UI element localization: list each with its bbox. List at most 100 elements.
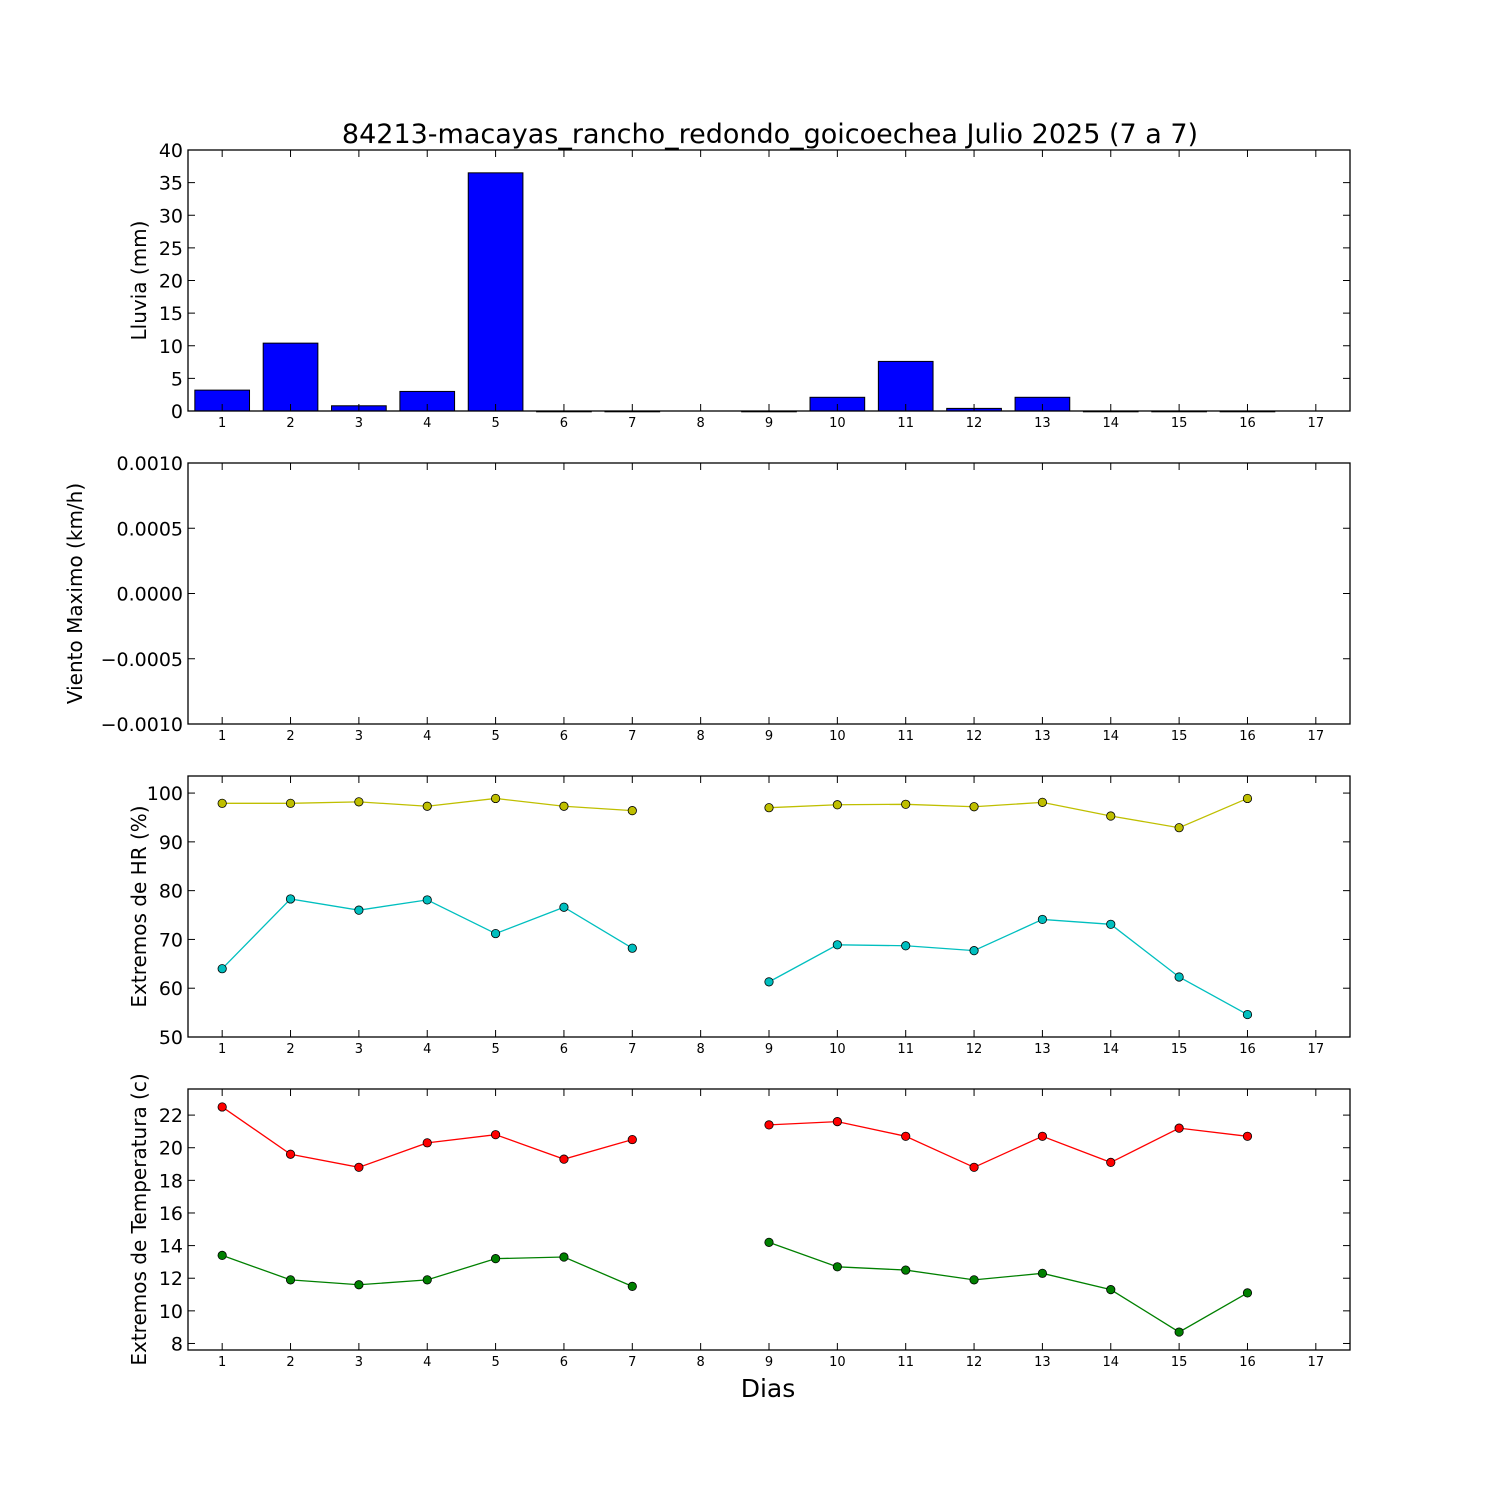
series-1-point-day-4 <box>422 1138 432 1148</box>
y-tick-label: 20 <box>159 1138 183 1160</box>
series-2-point-day-11 <box>901 941 911 951</box>
series-2-point-day-13 <box>1037 1268 1048 1278</box>
x-tick-label: 6 <box>560 416 568 431</box>
series-2-point-day-4 <box>422 1275 432 1285</box>
y-tick-label: 14 <box>159 1236 183 1258</box>
series-2-point-day-15 <box>1174 972 1184 982</box>
y-tick-label: 60 <box>159 978 183 1000</box>
y-tick-label: 10 <box>159 1301 183 1323</box>
panels: 1 2 3 4 5 6 7 8 9 10 11 12 13 14 15 16 17051015202530354… <box>63 140 1351 1370</box>
series-1-point-day-2 <box>285 1149 296 1159</box>
series-1-point-day-5 <box>490 793 501 804</box>
x-tick-label: 11 <box>897 1042 914 1057</box>
plot-area <box>188 150 1350 411</box>
series-2-point-day-2 <box>285 1275 296 1285</box>
y-axis-label: Extremos de HR (%) <box>127 805 151 1007</box>
x-tick-label: 5 <box>491 416 499 431</box>
series-1-point-day-14 <box>1106 1157 1116 1168</box>
series-1-line-segment-2 <box>768 1120 1248 1169</box>
series-2-point-day-6 <box>559 902 569 912</box>
series-2-point-day-5 <box>490 1254 501 1264</box>
series-1-point-day-6 <box>559 1154 569 1164</box>
y-tick-label: 16 <box>159 1203 183 1225</box>
x-tick-label: 16 <box>1239 1042 1256 1057</box>
x-tick-label: 12 <box>966 416 983 431</box>
x-tick-label: 12 <box>966 729 983 744</box>
y-tick-label: 22 <box>159 1105 183 1127</box>
series-1-point-day-9 <box>764 803 774 813</box>
series-1-point-day-12 <box>969 1162 979 1172</box>
x-tick-label: 13 <box>1034 729 1051 744</box>
y-tick-label: 90 <box>159 832 183 854</box>
y-tick-label: 40 <box>159 140 183 162</box>
y-tick-label: −0.0010 <box>101 714 183 736</box>
series-2-line-segment-2 <box>768 1241 1248 1333</box>
plot-area <box>188 776 1350 1037</box>
series-1-point-day-7 <box>627 806 637 816</box>
x-tick-label: 10 <box>829 416 846 431</box>
x-tick-label: 4 <box>423 729 431 744</box>
panel-1: 1 2 3 4 5 6 7 8 9 10 11 12 13 14 15 16 17051015202530354… <box>127 140 1351 431</box>
y-axis-label: Viento Maximo (km/h) <box>63 483 87 704</box>
x-tick-label: 2 <box>286 729 294 744</box>
x-tick-label: 14 <box>1102 1042 1119 1057</box>
y-tick-label: 100 <box>147 783 183 805</box>
x-tick-label: 1 <box>218 1355 226 1370</box>
x-tick-label: 14 <box>1102 416 1119 431</box>
x-tick-label: 16 <box>1239 729 1256 744</box>
series-2-point-day-9 <box>764 1237 774 1247</box>
plot-area <box>188 1089 1350 1350</box>
x-tick-label: 12 <box>966 1355 983 1370</box>
x-tick-label: 7 <box>628 729 636 744</box>
series-2-point-day-12 <box>969 946 979 956</box>
series-1-point-day-11 <box>901 1131 911 1141</box>
series-2-point-day-1 <box>217 964 227 974</box>
y-tick-label: 25 <box>159 238 183 260</box>
x-tick-label: 16 <box>1239 416 1256 431</box>
series-1-point-day-15 <box>1174 823 1184 833</box>
x-tick-label: 6 <box>560 1042 568 1057</box>
series-1-point-day-4 <box>422 801 432 811</box>
x-tick-label: 11 <box>897 416 914 431</box>
y-tick-label: 0.0000 <box>117 584 183 606</box>
x-tick-label: 9 <box>765 1042 773 1057</box>
x-tick-label: 8 <box>697 1042 705 1057</box>
x-axis-label: Dias <box>741 1374 796 1403</box>
x-tick-label: 4 <box>423 416 431 431</box>
y-tick-label: 8 <box>171 1333 183 1355</box>
series-1-point-day-3 <box>354 797 364 807</box>
x-tick-label: 3 <box>355 1042 363 1057</box>
x-tick-label: 4 <box>423 1042 431 1057</box>
x-tick-label: 17 <box>1308 1042 1325 1057</box>
panel-2: 1 2 3 4 5 6 7 8 9 10 11 12 13 14 15 16 17−0.0010−0.00050… <box>63 453 1351 744</box>
series-1-point-day-7 <box>627 1134 637 1145</box>
y-tick-label: 15 <box>159 303 183 325</box>
x-tick-label: 6 <box>560 1355 568 1370</box>
series-2-point-day-2 <box>285 894 296 904</box>
series-1-point-day-13 <box>1037 1131 1048 1141</box>
bar-day-5 <box>467 172 524 412</box>
x-tick-label: 7 <box>628 1042 636 1057</box>
x-tick-label: 5 <box>491 1042 499 1057</box>
x-tick-label: 12 <box>966 1042 983 1057</box>
y-tick-label: 80 <box>159 881 183 903</box>
series-2-line-segment-2 <box>768 918 1248 1016</box>
series-1-point-day-10 <box>832 1117 842 1127</box>
x-tick-label: 7 <box>628 1355 636 1370</box>
x-tick-label: 2 <box>286 1042 294 1057</box>
x-tick-label: 4 <box>423 1355 431 1370</box>
y-axis-label: Extremos de Temperatura (c) <box>127 1073 151 1365</box>
series-2-point-day-1 <box>217 1250 227 1260</box>
series-1-line-segment-2 <box>768 797 1248 829</box>
panel-4: 1 2 3 4 5 6 7 8 9 10 11 12 13 14 15 16 17810121416182022… <box>127 1073 1351 1370</box>
series-2-point-day-7 <box>627 943 637 953</box>
series-2-point-day-5 <box>490 928 501 939</box>
series-1-point-day-16 <box>1242 793 1253 804</box>
series-2-point-day-3 <box>354 905 364 915</box>
x-tick-label: 15 <box>1171 1355 1188 1370</box>
x-tick-label: 6 <box>560 729 568 744</box>
series-2-point-day-6 <box>559 1252 569 1262</box>
bar-day-11 <box>877 360 934 412</box>
x-tick-label: 9 <box>765 729 773 744</box>
